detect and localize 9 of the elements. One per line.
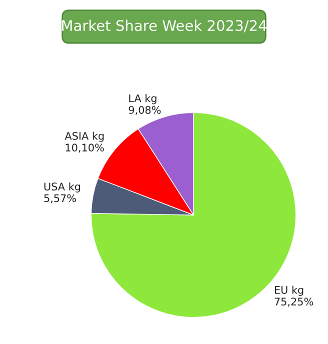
slice-label: ASIA kg: [64, 132, 104, 142]
slice-label: LA kg: [129, 94, 156, 104]
slice-label: USA kg: [44, 182, 80, 192]
data-label: 75,25%: [274, 298, 314, 307]
data-label: 10,10%: [66, 144, 104, 153]
data-label: 9,08%: [128, 106, 161, 115]
slice-label: EU kg: [274, 286, 304, 296]
chart-title: Market Share Week 2023/24: [62, 20, 266, 32]
data-label: 5,57%: [44, 194, 76, 204]
